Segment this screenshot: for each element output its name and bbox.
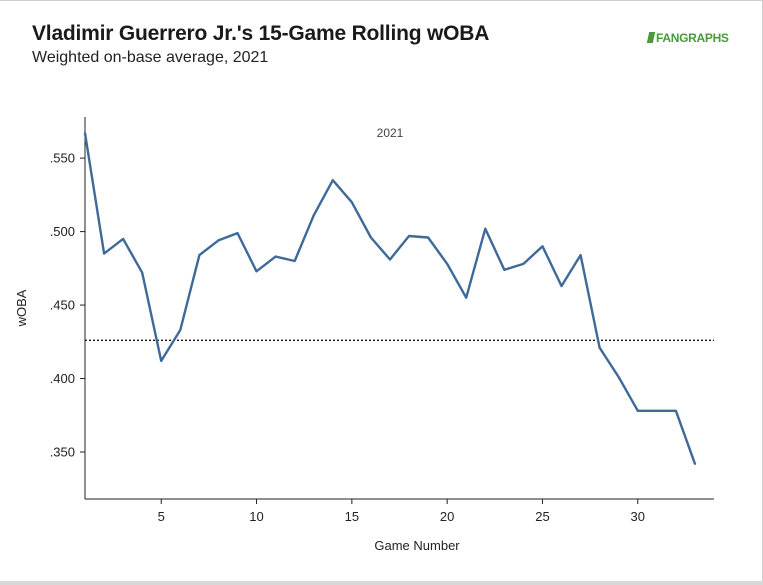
fangraphs-logo[interactable]: FANGRAPHS — [646, 31, 729, 45]
y-tick-label: .550 — [50, 151, 75, 166]
x-tick-label: 20 — [440, 509, 454, 524]
x-tick-label: 5 — [158, 509, 165, 524]
fangraphs-logo-text: FANGRAPHS — [656, 31, 729, 45]
x-axis-ticks: 5 10 15 20 25 30 — [158, 499, 645, 524]
facet-label: 2021 — [377, 126, 404, 140]
window-top-border — [0, 0, 763, 1]
y-axis-title: wOBA — [14, 289, 29, 327]
x-axis-title: Game Number — [374, 538, 460, 553]
woba-series-line — [83, 131, 697, 465]
x-tick-label: 15 — [345, 509, 359, 524]
y-axis-ticks: .350 .400 .450 .500 .550 — [50, 151, 85, 459]
y-tick-label: .350 — [50, 444, 75, 459]
window-bottom-border — [0, 581, 763, 585]
chart-title: Vladimir Guerrero Jr.'s 15-Game Rolling … — [32, 22, 490, 45]
x-tick-label: 25 — [535, 509, 549, 524]
x-tick-label: 30 — [631, 509, 645, 524]
y-tick-label: .500 — [50, 224, 75, 239]
y-tick-label: .450 — [50, 298, 75, 313]
y-tick-label: .400 — [50, 371, 75, 386]
x-tick-label: 10 — [249, 509, 263, 524]
chart-subtitle: Weighted on-base average, 2021 — [32, 49, 269, 66]
